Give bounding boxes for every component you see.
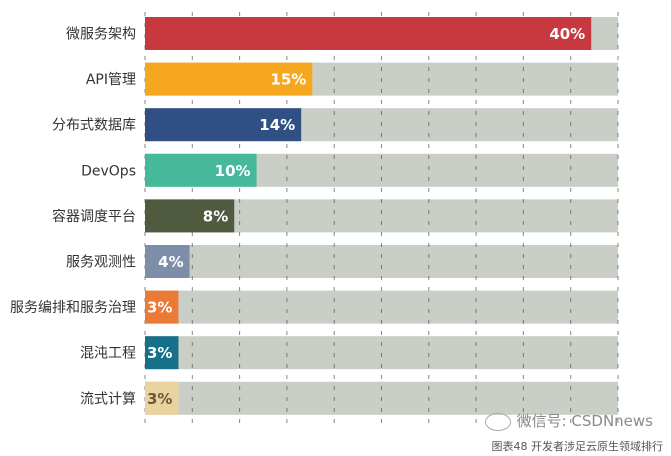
- category-label: 混沌工程: [80, 346, 136, 362]
- bar: [145, 108, 302, 142]
- category-label: 分布式数据库: [52, 118, 136, 134]
- bar: [145, 199, 235, 233]
- category-label: 服务编排和服务治理: [10, 300, 136, 316]
- category-label: 流式计算: [80, 391, 136, 407]
- data-label: 14%: [259, 116, 295, 134]
- wechat-icon: [484, 412, 511, 431]
- data-label: 8%: [203, 207, 228, 225]
- category-label: 容器调度平台: [52, 208, 136, 225]
- category-label: DevOps: [81, 163, 136, 179]
- bar: [145, 245, 190, 278]
- data-label: 3%: [147, 299, 172, 317]
- bar: [145, 336, 179, 370]
- bar-track: [145, 336, 618, 370]
- bar: [145, 290, 179, 324]
- category-label: 微服务架构: [66, 27, 136, 43]
- bar: [145, 381, 179, 415]
- bar: [145, 17, 592, 50]
- bar: [145, 153, 257, 187]
- category-label: 服务观测性: [66, 255, 136, 271]
- data-label: 4%: [158, 253, 183, 271]
- data-label: 3%: [147, 390, 172, 408]
- bar-track: [145, 245, 618, 278]
- data-label: 40%: [549, 25, 585, 43]
- data-label: 15%: [270, 71, 306, 89]
- chart-caption: 图表48 开发者涉足云原生领域排行: [491, 440, 664, 453]
- watermark: 微信号: CSDNnews: [484, 410, 653, 431]
- data-label: 10%: [215, 162, 251, 180]
- category-label: API管理: [86, 72, 136, 88]
- bar: [145, 62, 313, 96]
- bar-track: [145, 290, 618, 324]
- data-label: 3%: [147, 344, 172, 362]
